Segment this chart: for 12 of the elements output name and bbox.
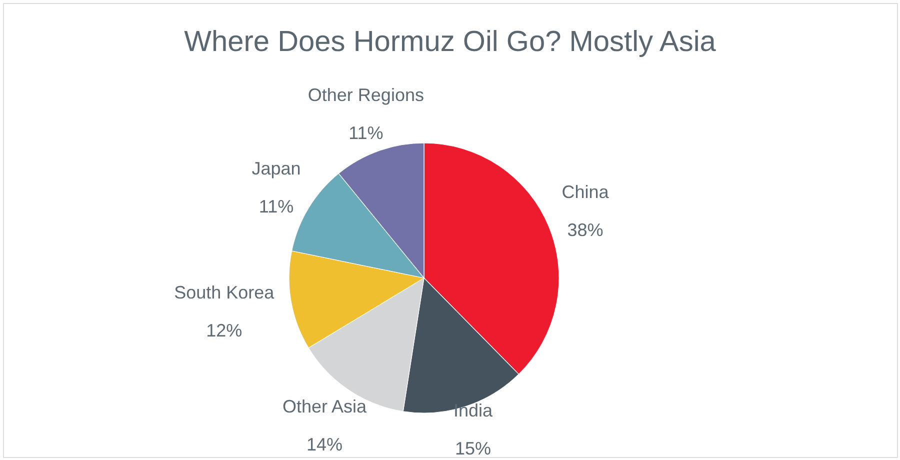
data-label: 11% bbox=[348, 122, 384, 143]
slice-label: South Korea bbox=[174, 282, 276, 303]
slice-label: Japan bbox=[252, 158, 301, 179]
slice-label: Other Regions bbox=[308, 84, 424, 105]
data-label: 15% bbox=[454, 438, 491, 458]
data-label: 11% bbox=[258, 196, 294, 217]
data-label: 12% bbox=[206, 320, 242, 341]
chart-title: Where Does Hormuz Oil Go? Mostly Asia bbox=[184, 26, 717, 58]
data-label: 14% bbox=[306, 434, 342, 454]
slice-label: Other Asia bbox=[282, 396, 368, 416]
data-label: 38% bbox=[567, 220, 604, 240]
slice-label: China bbox=[562, 182, 610, 202]
